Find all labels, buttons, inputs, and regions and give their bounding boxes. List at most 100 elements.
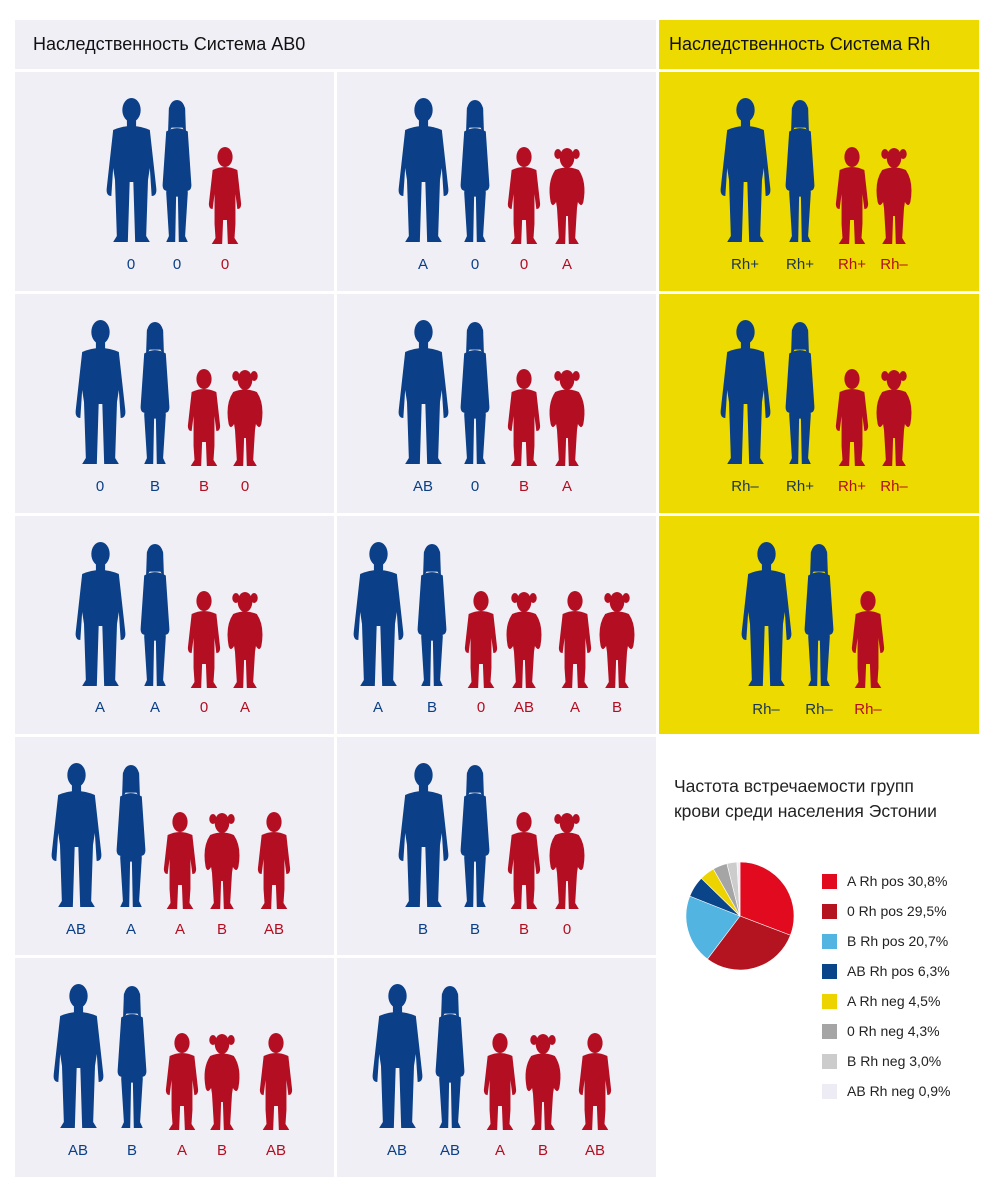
abo-header-title: Наследственность Система AB0 [33, 34, 306, 54]
man-silhouette-icon [720, 320, 770, 464]
rh-cell-1 [659, 72, 979, 291]
legend-swatch [822, 963, 837, 979]
boy-silhouette-icon [851, 591, 885, 688]
abo-cell-5 [15, 516, 334, 734]
blood-type-label: AB [584, 1142, 606, 1159]
blood-type-label: 0 [476, 699, 486, 716]
rh-header: Наследственность Система Rh [659, 20, 979, 69]
woman-silhouette-icon [460, 764, 490, 908]
girl-silhouette-icon [876, 148, 912, 244]
blood-type-label: Rh+ [838, 256, 866, 273]
legend-swatch [822, 903, 837, 919]
chart-title-line-2: крови среди населения Эстонии [674, 801, 937, 821]
blood-type-label: Rh– [752, 701, 780, 718]
legend-swatch [822, 1023, 837, 1039]
boy-silhouette-icon [507, 812, 541, 909]
man-silhouette-icon [51, 763, 101, 907]
legend-swatch [822, 873, 837, 889]
blood-type-label: AB [439, 1142, 461, 1159]
boy-silhouette-icon [835, 147, 869, 244]
blood-type-label: 0 [172, 256, 182, 273]
blood-type-label: B [518, 921, 530, 938]
girl-silhouette-icon [549, 370, 585, 466]
blood-type-label: Rh– [880, 478, 908, 495]
man-silhouette-icon [398, 763, 448, 907]
man-silhouette-icon [53, 984, 103, 1128]
rh-header-title: Наследственность Система Rh [669, 34, 931, 54]
pie-slice [700, 868, 741, 917]
boy-silhouette-icon [187, 369, 221, 466]
boy-silhouette-icon [257, 812, 291, 909]
blood-type-label: 0 [519, 256, 529, 273]
blood-type-label: B [149, 478, 161, 495]
legend-swatch [822, 1083, 837, 1099]
boy-silhouette-icon [507, 369, 541, 466]
man-silhouette-icon [106, 98, 156, 242]
blood-type-label: A [94, 699, 106, 716]
woman-silhouette-icon [785, 99, 815, 243]
girl-silhouette-icon [525, 1034, 561, 1130]
rh-cell-2 [659, 294, 979, 513]
man-silhouette-icon [75, 320, 125, 464]
blood-type-label: A [239, 699, 251, 716]
girl-silhouette-icon [204, 813, 240, 909]
pie-slice [685, 895, 741, 960]
legend-label: B Rh pos 20,7% [847, 933, 949, 949]
man-silhouette-icon [398, 98, 448, 242]
blood-type-label: A [494, 1142, 506, 1159]
legend-item: B Rh pos 20,7% [822, 933, 948, 949]
blood-type-label: A [372, 699, 384, 716]
legend-swatch [822, 1053, 837, 1069]
blood-type-label: AB [67, 1142, 89, 1159]
woman-silhouette-icon [460, 99, 490, 243]
blood-type-label: B [216, 1142, 228, 1159]
blood-type-label: 0 [470, 478, 480, 495]
blood-type-label: Rh+ [838, 478, 866, 495]
blood-type-label: 0 [199, 699, 209, 716]
blood-type-label: 0 [95, 478, 105, 495]
man-silhouette-icon [741, 542, 791, 686]
pie-slice [736, 861, 741, 917]
woman-silhouette-icon [140, 543, 170, 687]
boy-silhouette-icon [578, 1033, 612, 1130]
woman-silhouette-icon [116, 764, 146, 908]
blood-type-label: A [561, 478, 573, 495]
boy-silhouette-icon [558, 591, 592, 688]
legend-label: A Rh pos 30,8% [847, 873, 948, 889]
chart-title: Частота встречаемости групп крови среди … [674, 774, 937, 824]
pie-slice [739, 861, 795, 936]
legend-label: 0 Rh pos 29,5% [847, 903, 947, 919]
legend-item: 0 Rh pos 29,5% [822, 903, 947, 919]
legend-item: B Rh neg 3,0% [822, 1053, 941, 1069]
girl-silhouette-icon [599, 592, 635, 688]
girl-silhouette-icon [506, 592, 542, 688]
boy-silhouette-icon [163, 812, 197, 909]
blood-type-label: A [174, 921, 186, 938]
abo-header: Наследственность Система AB0 [15, 20, 656, 69]
blood-type-label: B [198, 478, 210, 495]
legend-item: AB Rh pos 6,3% [822, 963, 950, 979]
blood-type-label: AB [386, 1142, 408, 1159]
blood-type-label: AB [65, 921, 87, 938]
woman-silhouette-icon [117, 985, 147, 1129]
blood-type-label: B [426, 699, 438, 716]
blood-type-label: AB [412, 478, 434, 495]
woman-silhouette-icon [460, 321, 490, 465]
girl-silhouette-icon [204, 1034, 240, 1130]
blood-type-label: B [417, 921, 429, 938]
blood-type-label: AB [263, 921, 285, 938]
legend-label: A Rh neg 4,5% [847, 993, 941, 1009]
boy-silhouette-icon [259, 1033, 293, 1130]
man-silhouette-icon [720, 98, 770, 242]
man-silhouette-icon [353, 542, 403, 686]
girl-silhouette-icon [227, 592, 263, 688]
blood-type-label: 0 [220, 256, 230, 273]
woman-silhouette-icon [785, 321, 815, 465]
legend-label: B Rh neg 3,0% [847, 1053, 942, 1069]
blood-type-label: Rh+ [786, 478, 814, 495]
blood-type-label: AB [513, 699, 535, 716]
legend-label: AB Rh pos 6,3% [847, 963, 950, 979]
boy-silhouette-icon [165, 1033, 199, 1130]
woman-silhouette-icon [435, 985, 465, 1129]
man-silhouette-icon [75, 542, 125, 686]
